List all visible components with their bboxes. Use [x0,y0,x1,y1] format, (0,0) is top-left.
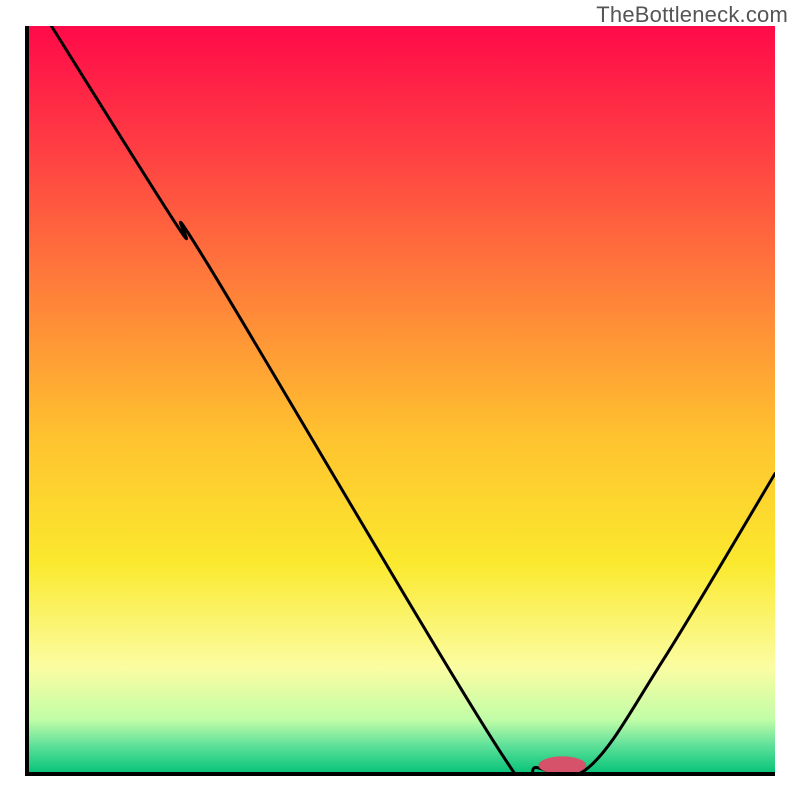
bottleneck-plot [25,26,775,776]
plot-svg [29,26,775,772]
root: TheBottleneck.com [0,0,800,800]
watermark-text: TheBottleneck.com [596,2,788,28]
